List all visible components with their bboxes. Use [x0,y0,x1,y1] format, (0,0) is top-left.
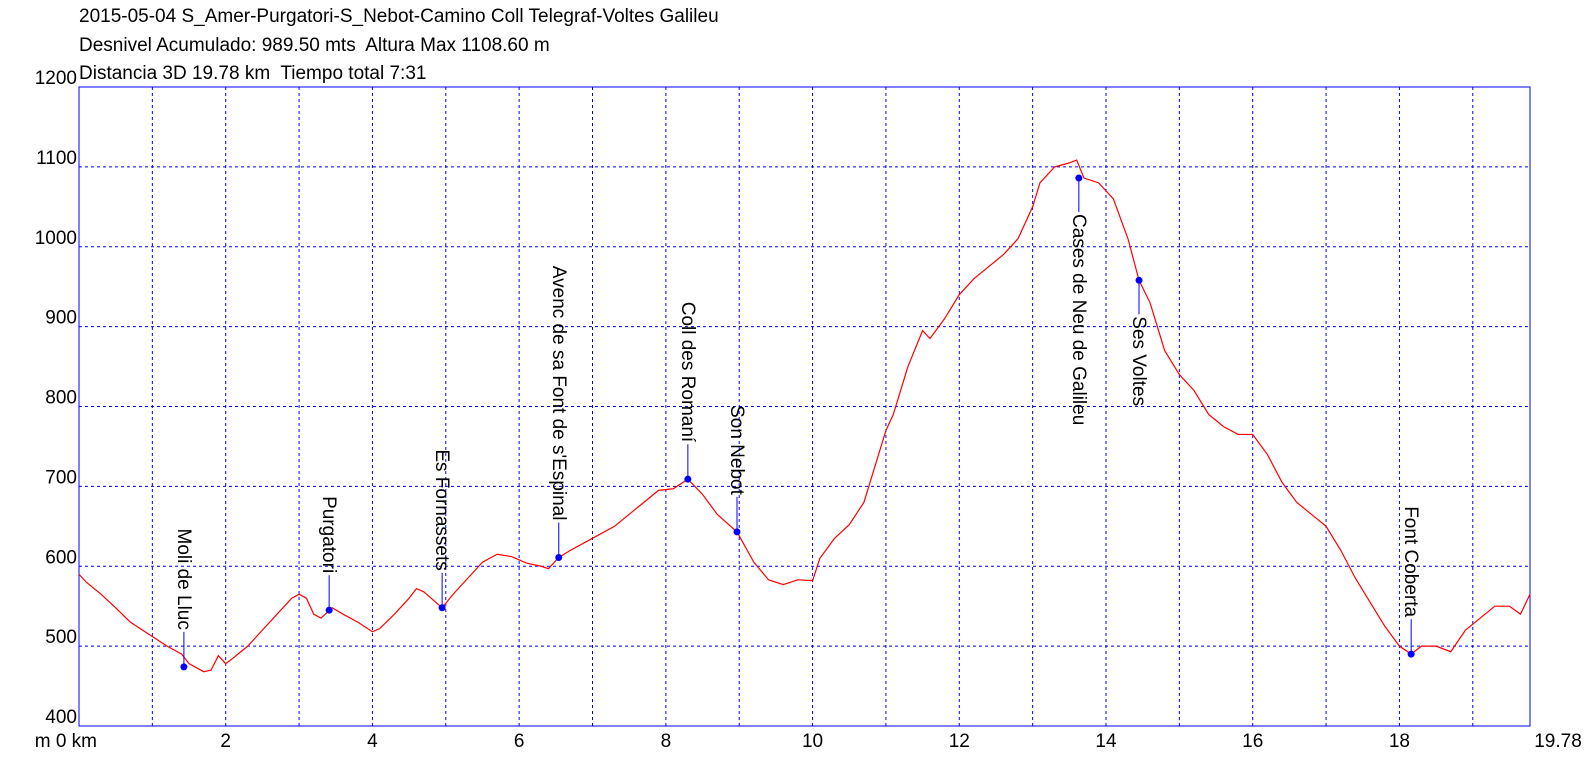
x-tick-label: 19.78 [1534,731,1582,752]
x-tick-label: 10 [802,731,823,752]
y-tick-label: 1200 [35,68,77,89]
title-line: Desnivel Acumulado: 989.50 mts Altura Ma… [79,35,550,56]
waypoint [684,475,692,483]
y-tick-label: 500 [45,627,77,648]
y-tick-label: 400 [45,707,77,728]
waypoint [325,606,333,614]
waypoint-label: Avenc de sa Font de s'Espinal [548,266,569,521]
y-tick-label: 600 [45,547,77,568]
x-tick-label: 12 [949,731,970,752]
waypoint [438,604,446,612]
waypoint [733,528,741,536]
waypoint-label: Son Nebot [726,405,747,496]
waypoint-label: Coll des Romaní [677,302,698,443]
waypoint [180,663,188,671]
y-tick-label: 800 [45,388,77,409]
x-tick-label: 2 [220,731,231,752]
x-tick-label: 4 [367,731,378,752]
y-tick-label: 700 [45,467,77,488]
waypoint-label: Es Fornassets [431,449,452,570]
waypoint-label: Purgatori [318,496,339,573]
x-tick-label: 14 [1095,731,1117,752]
waypoint-label: Cases de Neu de Galileu [1068,214,1089,425]
waypoint [1407,650,1415,658]
x-tick-label: 6 [514,731,525,752]
x-tick-label: m 0 km [35,731,97,752]
waypoint [1075,174,1083,182]
y-tick-label: 1100 [36,148,77,169]
title-line: Distancia 3D 19.78 km Tiempo total 7:31 [79,63,426,84]
waypoint-label: Moli de Lluc [173,529,194,630]
x-tick-label: 8 [661,731,672,752]
waypoint-label: Ses Voltes [1128,316,1149,406]
waypoint [1135,276,1143,284]
waypoint [555,553,563,561]
x-tick-label: 18 [1389,731,1410,752]
elevation-line [78,159,1531,673]
x-tick-label: 16 [1242,731,1263,752]
y-tick-label: 1000 [35,228,77,249]
title-line: 2015-05-04 S_Amer-Purgatori-S_Nebot-Cami… [79,6,719,27]
y-tick-label: 900 [45,308,77,329]
plot-frame [78,86,1531,727]
waypoint-label: Font Coberta [1400,506,1421,617]
